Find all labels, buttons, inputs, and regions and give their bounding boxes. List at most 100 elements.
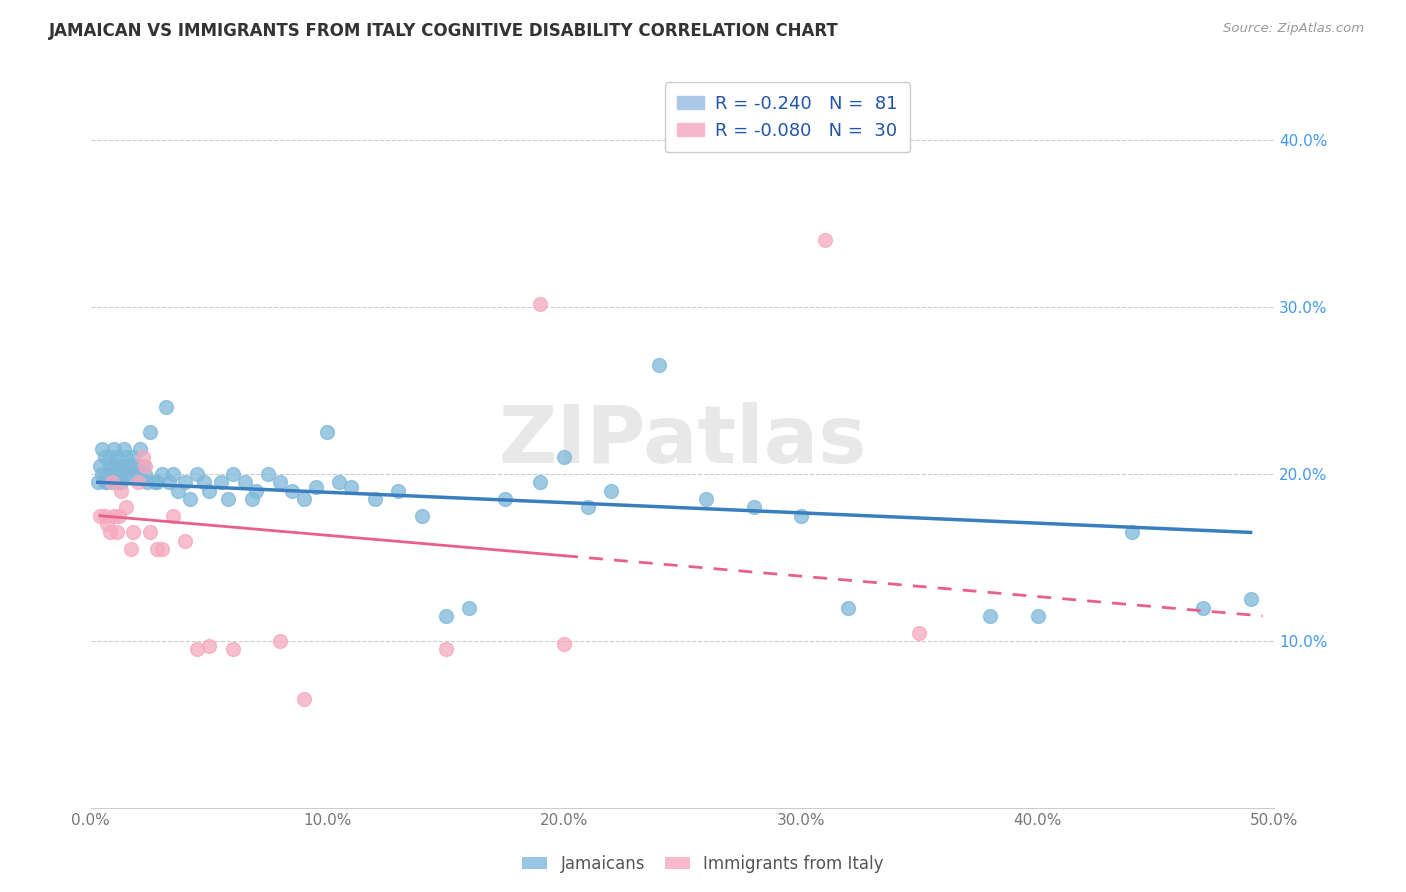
Point — [364, 491, 387, 506]
Point — [103, 508, 125, 523]
Point — [94, 475, 117, 490]
Point — [434, 642, 457, 657]
Legend: R = -0.240   N =  81, R = -0.080   N =  30: R = -0.240 N = 81, R = -0.080 N = 30 — [665, 82, 910, 153]
Point — [193, 475, 215, 490]
Point — [122, 525, 145, 540]
Point — [103, 442, 125, 456]
Point — [221, 642, 243, 657]
Point — [101, 467, 124, 481]
Point — [98, 450, 121, 465]
Point — [110, 483, 132, 498]
Point — [96, 517, 118, 532]
Point — [434, 609, 457, 624]
Point — [157, 475, 180, 490]
Point — [94, 508, 117, 523]
Point — [742, 500, 765, 515]
Point — [648, 359, 671, 373]
Point — [198, 483, 221, 498]
Point — [813, 233, 835, 247]
Point — [387, 483, 409, 498]
Point — [115, 500, 138, 515]
Point — [146, 475, 169, 490]
Point — [143, 475, 166, 490]
Point — [122, 450, 145, 465]
Point — [115, 450, 138, 465]
Point — [155, 400, 177, 414]
Point — [269, 634, 291, 648]
Point — [174, 475, 197, 490]
Point — [316, 425, 339, 440]
Point — [127, 475, 149, 490]
Point — [790, 508, 813, 523]
Point — [411, 508, 433, 523]
Point — [167, 483, 190, 498]
Point — [124, 458, 146, 473]
Point — [117, 458, 139, 473]
Point — [105, 467, 128, 481]
Text: JAMAICAN VS IMMIGRANTS FROM ITALY COGNITIVE DISABILITY CORRELATION CHART: JAMAICAN VS IMMIGRANTS FROM ITALY COGNIT… — [49, 22, 839, 40]
Point — [98, 458, 121, 473]
Point — [112, 458, 135, 473]
Point — [1240, 592, 1263, 607]
Point — [162, 508, 184, 523]
Point — [1026, 609, 1049, 624]
Point — [96, 467, 118, 481]
Point — [233, 475, 256, 490]
Point — [281, 483, 304, 498]
Point — [115, 467, 138, 481]
Point — [304, 480, 326, 494]
Point — [96, 475, 118, 490]
Point — [103, 458, 125, 473]
Point — [269, 475, 291, 490]
Point — [198, 639, 221, 653]
Point — [131, 450, 153, 465]
Legend: Jamaicans, Immigrants from Italy: Jamaicans, Immigrants from Italy — [516, 848, 890, 880]
Point — [150, 467, 173, 481]
Point — [162, 467, 184, 481]
Point — [94, 450, 117, 465]
Point — [221, 467, 243, 481]
Point — [240, 491, 263, 506]
Point — [458, 600, 481, 615]
Point — [494, 491, 516, 506]
Point — [908, 625, 931, 640]
Point — [186, 467, 208, 481]
Point — [257, 467, 280, 481]
Point — [89, 458, 111, 473]
Text: Source: ZipAtlas.com: Source: ZipAtlas.com — [1223, 22, 1364, 36]
Point — [129, 442, 152, 456]
Point — [209, 475, 232, 490]
Point — [576, 500, 599, 515]
Point — [101, 475, 124, 490]
Point — [103, 475, 125, 490]
Point — [1121, 525, 1143, 540]
Point — [600, 483, 623, 498]
Point — [110, 467, 132, 481]
Point — [328, 475, 350, 490]
Point — [553, 637, 575, 651]
Point — [217, 491, 239, 506]
Point — [139, 425, 162, 440]
Point — [979, 609, 1001, 624]
Point — [186, 642, 208, 657]
Point — [110, 475, 132, 490]
Point — [87, 475, 110, 490]
Point — [292, 692, 315, 706]
Point — [553, 450, 575, 465]
Point — [120, 542, 142, 557]
Point — [837, 600, 859, 615]
Point — [108, 475, 131, 490]
Point — [340, 480, 363, 494]
Point — [108, 508, 131, 523]
Point — [98, 525, 121, 540]
Point — [150, 542, 173, 557]
Point — [105, 525, 128, 540]
Point — [245, 483, 267, 498]
Point — [529, 296, 551, 310]
Text: ZIPatlas: ZIPatlas — [498, 401, 866, 480]
Point — [89, 508, 111, 523]
Point — [91, 442, 114, 456]
Point — [105, 450, 128, 465]
Point — [112, 442, 135, 456]
Point — [91, 467, 114, 481]
